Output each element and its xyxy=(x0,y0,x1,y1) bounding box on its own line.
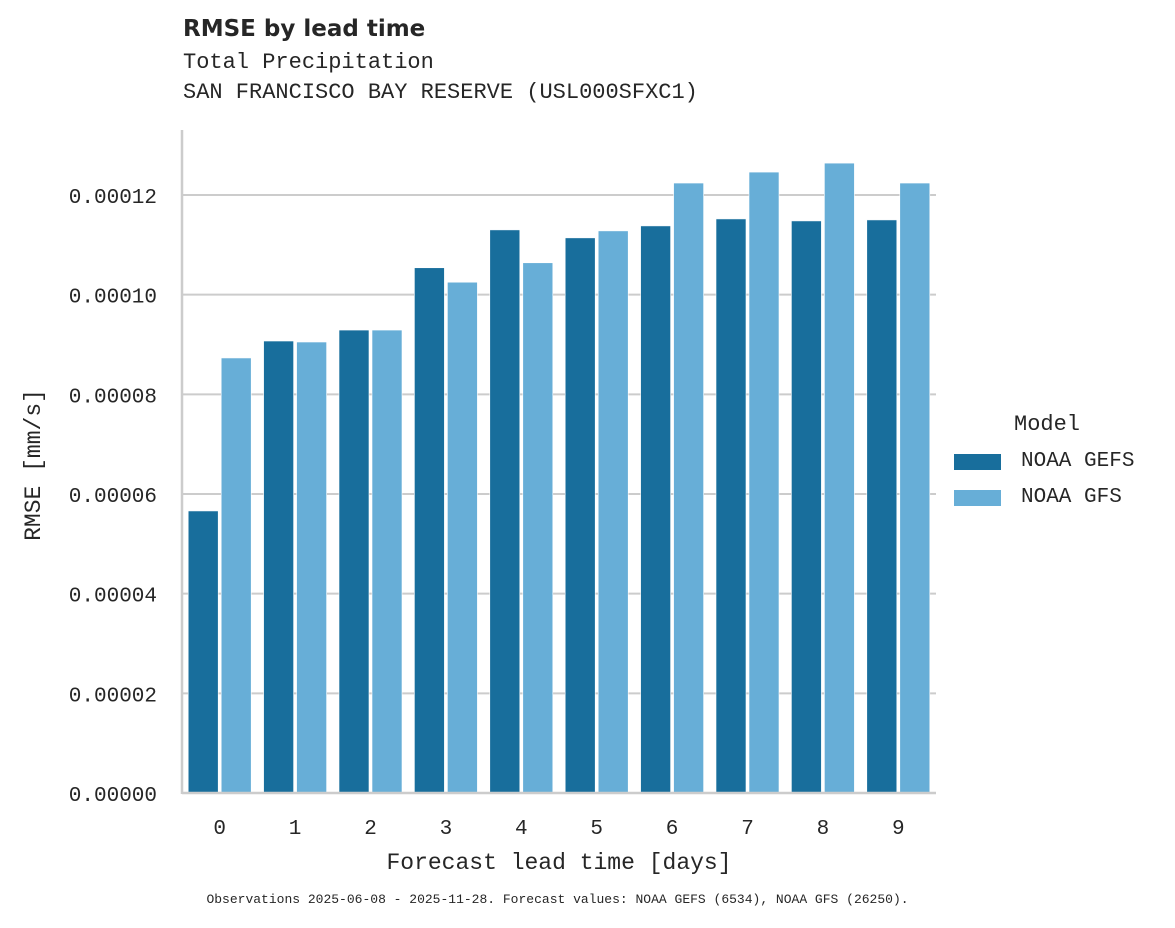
legend-label-gfs: NOAA GFS xyxy=(1021,486,1122,509)
legend-swatch-gfs xyxy=(954,489,1001,506)
y-tick-label: 0.00004 xyxy=(69,586,157,609)
bar-noaa-gefs xyxy=(187,510,219,794)
bar-noaa-gefs xyxy=(791,220,822,794)
y-axis-label: RMSE [mm/s] xyxy=(21,389,47,541)
bar-noaa-gefs xyxy=(715,218,747,794)
x-tick-label: 4 xyxy=(515,818,528,841)
bar-noaa-gfs xyxy=(220,357,252,794)
bar-noaa-gfs xyxy=(296,341,327,794)
bar-noaa-gefs xyxy=(564,237,596,794)
x-tick-label: 0 xyxy=(213,818,226,841)
x-tick-label: 6 xyxy=(666,818,679,841)
chart-subtitle-station: SAN FRANCISCO BAY RESERVE (USL000SFXC1) xyxy=(183,80,698,105)
bar-noaa-gefs xyxy=(866,219,898,794)
x-tick-label: 7 xyxy=(741,818,754,841)
bar-noaa-gefs xyxy=(338,329,370,794)
bar-noaa-gfs xyxy=(371,329,403,794)
legend-item-gfs: NOAA GFS xyxy=(954,486,1122,509)
x-tick-label: 2 xyxy=(364,818,377,841)
bar-noaa-gfs xyxy=(824,162,855,794)
bar-noaa-gfs xyxy=(597,230,629,794)
bar-noaa-gefs xyxy=(414,267,445,794)
legend-label-gefs: NOAA GEFS xyxy=(1021,450,1135,473)
footer-note: Observations 2025-06-08 - 2025-11-28. Fo… xyxy=(206,892,909,907)
bar-noaa-gfs xyxy=(899,182,931,794)
y-tick-label: 0.00010 xyxy=(69,287,157,310)
bar-noaa-gfs xyxy=(447,281,478,794)
x-tick-label: 9 xyxy=(892,818,905,841)
legend-swatch-gefs xyxy=(954,453,1001,470)
x-axis-label: Forecast lead time [days] xyxy=(386,850,731,876)
x-tick-label: 1 xyxy=(289,818,302,841)
bar-noaa-gfs xyxy=(522,262,554,794)
y-tick-label: 0.00002 xyxy=(69,685,157,708)
bar-noaa-gefs xyxy=(640,225,671,794)
legend-item-gefs: NOAA GEFS xyxy=(954,450,1134,473)
bar-noaa-gefs xyxy=(263,340,294,794)
y-tick-label: 0.00006 xyxy=(69,486,157,509)
bar-noaa-gfs xyxy=(673,182,704,794)
chart-title: RMSE by lead time xyxy=(183,16,426,42)
bar-noaa-gfs xyxy=(748,171,780,794)
x-tick-label: 3 xyxy=(440,818,453,841)
x-tick-label: 5 xyxy=(590,818,603,841)
y-tick-label: 0.00000 xyxy=(69,785,157,808)
legend-title: Model xyxy=(1014,412,1081,437)
bar-noaa-gefs xyxy=(489,229,521,794)
x-tick-label: 8 xyxy=(817,818,830,841)
y-tick-label: 0.00012 xyxy=(69,187,157,210)
chart-subtitle-variable: Total Precipitation xyxy=(183,50,434,75)
y-tick-label: 0.00008 xyxy=(69,386,157,409)
